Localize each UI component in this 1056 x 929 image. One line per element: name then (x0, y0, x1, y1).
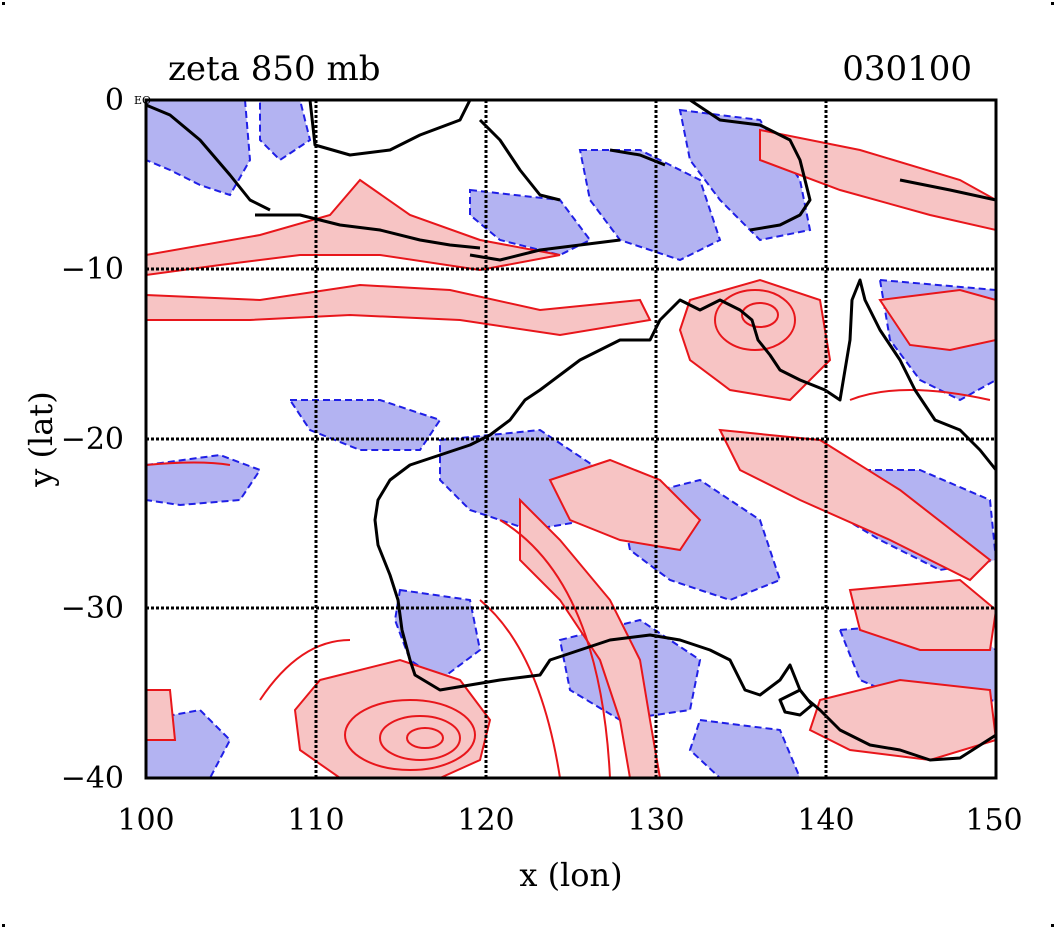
y-tick-label: −10 (61, 252, 124, 287)
pos-region-png-north (759, 128, 996, 232)
contour-arc-2 (499, 519, 611, 778)
coast-sumatra (146, 103, 271, 212)
coast-australia (373, 278, 996, 762)
pos-region-coral (878, 288, 996, 352)
y-tick-label: −40 (61, 761, 124, 796)
x-tick-label: 100 (117, 803, 174, 838)
pos-region-east-south (848, 578, 996, 651)
coastline (146, 100, 996, 762)
y-tick-labels: 0 −10 −20 −30 −40 (61, 83, 124, 796)
pos-region-se-ocean (808, 678, 996, 762)
neg-region-nw (146, 100, 252, 197)
contour-field (146, 100, 996, 778)
neg-region-indian-west (146, 453, 262, 507)
contour-wave-2 (849, 389, 991, 401)
x-axis-label: x (lon) (519, 856, 622, 894)
grid (146, 100, 996, 778)
pos-band-se (718, 428, 992, 582)
coast-new-guinea (689, 100, 812, 232)
neg-region-arafura (578, 149, 722, 262)
coast-java (255, 213, 481, 250)
y-axis-label: y (lat) (22, 391, 60, 487)
x-tick-label: 110 (287, 803, 344, 838)
cyclone-south-ring-1 (344, 699, 476, 771)
positive-inner-contours (146, 289, 991, 778)
title-left: zeta 850 mb (168, 49, 380, 89)
contour-arc-1 (479, 599, 561, 778)
x-tick-labels: 100 110 120 130 140 150 (117, 803, 1022, 838)
cyclone-north-ring-2 (741, 302, 779, 328)
equator-tag: EQ (134, 94, 151, 107)
neg-region-wa-interior (439, 428, 602, 532)
positive-vorticity-regions (146, 128, 996, 778)
pos-region-sw-corner (146, 689, 177, 741)
contour-arc-3 (259, 639, 351, 701)
title-right: 030100 (842, 49, 972, 89)
neg-region-north-strip (259, 100, 312, 162)
neg-region-south-mid (688, 718, 802, 778)
pos-band-indian (146, 283, 652, 337)
contour-wave-1 (146, 461, 231, 466)
x-tick-label: 150 (965, 803, 1022, 838)
y-tick-label: −30 (61, 591, 124, 626)
pos-band-sw-arc (519, 497, 662, 778)
x-tick-label: 130 (627, 803, 684, 838)
plot-frame (144, 98, 998, 780)
coast-sulawesi (478, 118, 561, 202)
x-tick-label: 140 (797, 803, 854, 838)
x-tick-label: 120 (457, 803, 514, 838)
cyclone-south-ring-3 (406, 727, 444, 749)
cyclone-north-ring-1 (714, 289, 796, 351)
cyclone-south-ring-2 (379, 715, 461, 761)
pos-region-central (548, 458, 702, 552)
coast-png-east (899, 178, 996, 202)
coast-lesser-sunda (469, 238, 621, 262)
y-tick-label: −20 (61, 422, 124, 457)
y-tick-label: 0 (105, 83, 124, 118)
coast-tasmania (778, 688, 814, 717)
